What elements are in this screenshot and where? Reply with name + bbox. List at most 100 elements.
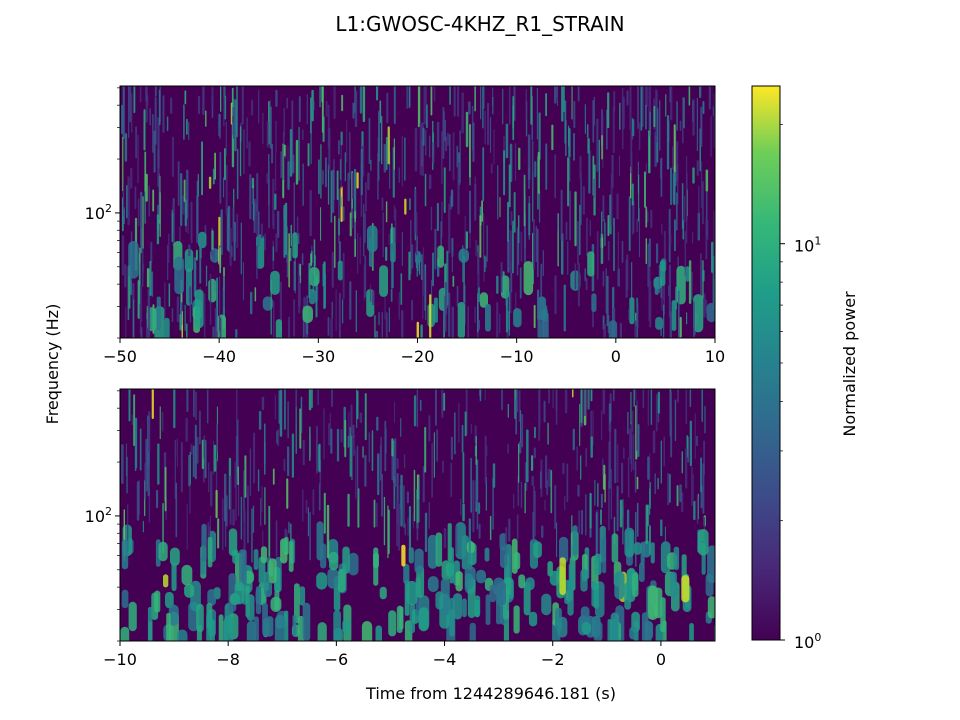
power-cell <box>264 621 270 637</box>
power-cell <box>234 461 236 489</box>
power-cell <box>573 100 576 129</box>
power-cell <box>655 88 657 137</box>
power-cell <box>631 201 634 235</box>
power-cell <box>146 268 150 288</box>
power-cell <box>251 99 254 116</box>
power-cell <box>271 143 274 164</box>
power-cell <box>403 454 406 469</box>
power-cell <box>379 586 387 600</box>
power-cell <box>523 261 534 296</box>
power-cell <box>681 575 690 603</box>
power-cell <box>423 269 425 297</box>
power-cell <box>194 289 204 329</box>
power-cell <box>541 593 552 616</box>
power-cell <box>286 97 288 109</box>
power-cell <box>334 215 336 268</box>
x-tick-label: 10 <box>705 347 725 366</box>
power-cell <box>582 186 585 215</box>
power-cell <box>441 560 452 581</box>
power-cell <box>493 129 495 165</box>
power-cell <box>166 612 171 641</box>
power-cell <box>614 428 617 484</box>
power-cell <box>592 100 595 143</box>
power-cell <box>176 296 180 323</box>
power-cell <box>148 411 151 453</box>
power-cell <box>148 487 151 523</box>
power-cell <box>201 439 204 470</box>
power-cell <box>253 616 259 641</box>
power-cell <box>483 213 485 260</box>
power-cell <box>394 401 395 424</box>
power-cell <box>364 393 367 441</box>
power-cell <box>581 509 583 535</box>
power-cell <box>424 426 427 473</box>
power-cell <box>377 453 380 496</box>
power-cell <box>249 448 252 496</box>
power-cell <box>364 454 367 487</box>
power-cell <box>516 514 519 540</box>
power-cell <box>455 522 466 560</box>
panel-top: −50 −40 −30 −20 −10 0 10 102 <box>85 85 725 366</box>
power-cell <box>236 148 239 200</box>
power-cell <box>189 451 191 485</box>
power-cell <box>547 422 549 445</box>
power-cell <box>261 396 265 411</box>
power-cell <box>479 389 482 397</box>
power-cell <box>270 270 280 295</box>
power-cell <box>209 515 211 532</box>
power-cell <box>234 99 237 152</box>
power-cell <box>407 517 409 536</box>
x-tick-label: −30 <box>301 347 335 366</box>
power-cell <box>508 164 511 208</box>
power-cell <box>613 217 615 272</box>
power-cell <box>240 496 243 540</box>
power-cell <box>239 126 242 177</box>
power-cell <box>654 473 656 495</box>
power-cell <box>624 582 632 610</box>
power-cell <box>518 147 521 171</box>
power-cell <box>179 314 182 331</box>
power-cell <box>343 206 345 222</box>
power-cell <box>359 412 363 424</box>
power-cell <box>243 510 246 562</box>
power-cell <box>425 276 427 321</box>
power-cell <box>635 389 637 401</box>
colorbar-label: Normalized power <box>840 291 859 437</box>
power-cell <box>416 488 419 529</box>
power-cell <box>605 268 607 314</box>
power-cell <box>342 619 350 633</box>
power-cell <box>255 586 262 615</box>
power-cell <box>468 101 471 115</box>
power-cell <box>211 230 214 251</box>
power-cell <box>633 389 635 407</box>
power-cell <box>408 547 414 564</box>
power-cell <box>585 448 587 467</box>
power-cell <box>123 183 125 210</box>
power-cell <box>219 247 221 274</box>
power-cell <box>378 312 380 325</box>
power-cell <box>356 389 358 428</box>
power-cell <box>368 237 373 267</box>
power-cell <box>513 192 516 233</box>
power-cell <box>574 191 577 247</box>
power-cell <box>258 89 260 124</box>
power-cell <box>511 272 513 293</box>
power-cell <box>632 433 635 471</box>
power-cell <box>476 499 479 530</box>
power-cell <box>621 240 624 263</box>
power-cell <box>328 127 331 171</box>
power-cell <box>374 315 376 338</box>
power-cell <box>629 626 637 640</box>
power-cell <box>663 304 665 338</box>
power-cell <box>375 330 379 338</box>
power-cell <box>453 86 456 117</box>
power-cell <box>158 541 168 562</box>
power-cell <box>635 511 637 567</box>
power-cell <box>157 117 160 169</box>
power-cell <box>168 604 179 626</box>
power-cell <box>505 289 508 333</box>
power-cell <box>328 423 330 446</box>
power-cell <box>596 230 599 280</box>
power-cell <box>499 533 507 551</box>
power-cell <box>689 420 692 467</box>
